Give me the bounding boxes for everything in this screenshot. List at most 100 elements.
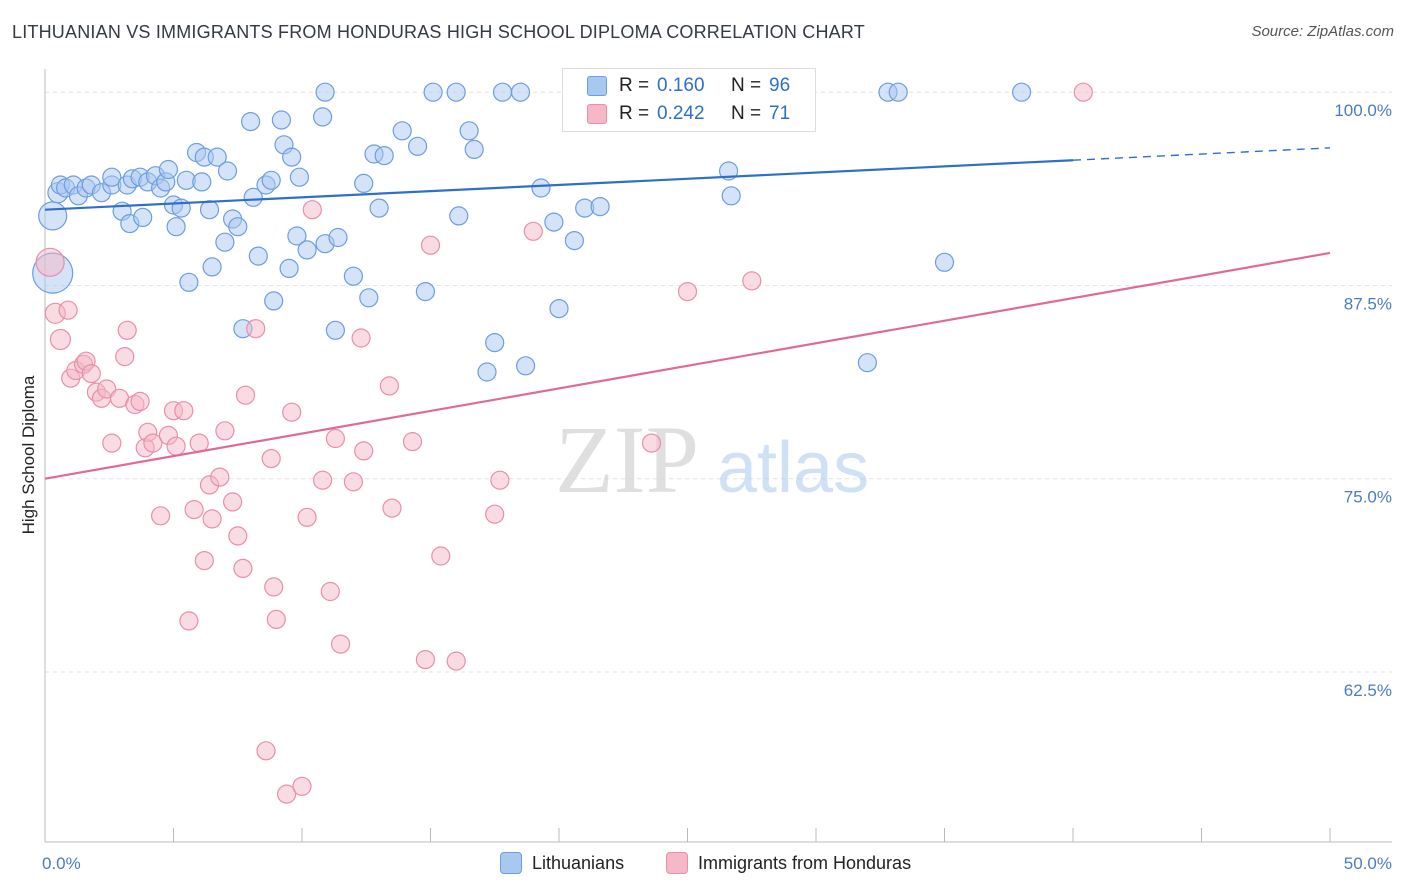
data-point bbox=[166, 217, 186, 237]
data-point bbox=[297, 507, 317, 527]
grid-lines bbox=[45, 91, 1392, 673]
data-point bbox=[174, 401, 194, 421]
data-point bbox=[248, 246, 268, 266]
data-point bbox=[264, 291, 284, 311]
data-point bbox=[331, 634, 351, 654]
data-point bbox=[888, 82, 908, 102]
series-lithuanians bbox=[32, 82, 1032, 382]
y-tick-label: 100.0% bbox=[1334, 101, 1392, 120]
data-point bbox=[117, 320, 137, 340]
data-point bbox=[102, 167, 122, 187]
data-point bbox=[420, 235, 441, 255]
data-point bbox=[549, 299, 569, 319]
data-point bbox=[343, 472, 363, 492]
data-point bbox=[133, 207, 153, 227]
y-axis-label: High School Diploma bbox=[19, 375, 38, 534]
data-point bbox=[485, 333, 505, 353]
data-point bbox=[228, 217, 248, 237]
data-point bbox=[515, 356, 536, 376]
data-point bbox=[115, 347, 135, 367]
trend-lines bbox=[44, 147, 1331, 480]
data-point bbox=[490, 470, 510, 490]
legend-r-label: R = bbox=[619, 75, 655, 96]
data-point bbox=[49, 328, 72, 351]
data-point bbox=[192, 172, 212, 192]
data-point bbox=[202, 257, 222, 277]
data-point bbox=[102, 433, 122, 453]
data-point bbox=[1073, 82, 1093, 102]
trend-line bbox=[44, 251, 1331, 480]
legend-swatch-lithuanians bbox=[500, 852, 522, 874]
data-point bbox=[351, 328, 371, 348]
y-tick-label: 75.0% bbox=[1344, 488, 1392, 507]
series-honduras bbox=[35, 82, 1093, 804]
data-point bbox=[415, 649, 435, 670]
data-point bbox=[166, 436, 186, 456]
data-point bbox=[1011, 82, 1032, 102]
data-point bbox=[246, 319, 266, 339]
data-point bbox=[158, 159, 178, 180]
legend-n-value: 96 bbox=[769, 75, 791, 96]
data-point bbox=[354, 173, 374, 193]
series-legend: Lithuanians Immigrants from Honduras bbox=[0, 852, 1406, 876]
data-point bbox=[264, 577, 284, 597]
data-point bbox=[256, 741, 276, 761]
data-point bbox=[35, 247, 65, 277]
watermark-atlas: atlas bbox=[717, 428, 869, 508]
data-point bbox=[282, 402, 302, 422]
legend-n-value: 71 bbox=[769, 103, 791, 124]
data-point bbox=[217, 161, 238, 181]
data-point bbox=[130, 391, 150, 411]
data-point bbox=[325, 428, 345, 449]
data-point bbox=[184, 500, 204, 520]
data-point bbox=[194, 550, 214, 571]
y-tick-label: 62.5% bbox=[1344, 681, 1392, 700]
legend-item-honduras[interactable]: Immigrants from Honduras bbox=[666, 852, 911, 874]
data-point bbox=[210, 467, 230, 487]
data-point bbox=[287, 226, 307, 246]
data-point bbox=[243, 187, 263, 207]
data-point bbox=[143, 433, 163, 453]
data-point bbox=[392, 121, 412, 141]
legend-item-lithuanians[interactable]: Lithuanians bbox=[500, 852, 624, 874]
data-point bbox=[379, 376, 399, 396]
legend-swatch-lithuanians bbox=[587, 76, 607, 96]
data-point bbox=[313, 470, 333, 490]
data-point bbox=[374, 146, 394, 166]
data-point bbox=[271, 110, 291, 130]
data-point bbox=[523, 221, 543, 241]
data-point bbox=[223, 492, 243, 512]
data-point bbox=[446, 651, 466, 671]
data-point bbox=[431, 546, 451, 566]
data-point bbox=[446, 82, 466, 102]
legend-swatch-honduras bbox=[587, 104, 607, 124]
data-point bbox=[544, 212, 564, 232]
data-point bbox=[38, 201, 68, 231]
data-point bbox=[289, 167, 309, 187]
data-point bbox=[215, 232, 235, 252]
data-point bbox=[58, 300, 78, 320]
data-point bbox=[179, 611, 199, 631]
data-point bbox=[202, 509, 222, 529]
data-point bbox=[261, 170, 281, 190]
data-point bbox=[241, 111, 261, 132]
legend-n-label: N = bbox=[731, 75, 767, 96]
data-point bbox=[464, 139, 484, 159]
stats-legend: R = 0.160 N = 96 R = 0.242 N = 71 bbox=[562, 68, 816, 132]
data-point bbox=[354, 441, 374, 461]
data-point bbox=[423, 82, 443, 102]
data-point bbox=[179, 272, 199, 292]
data-point bbox=[564, 231, 585, 251]
trend-line-extension bbox=[1072, 147, 1331, 161]
chart-title: LITHUANIAN VS IMMIGRANTS FROM HONDURAS H… bbox=[12, 22, 865, 42]
data-point bbox=[228, 526, 248, 546]
source-label: Source: ZipAtlas.com bbox=[1251, 23, 1394, 40]
data-point bbox=[302, 200, 322, 220]
data-point bbox=[415, 282, 435, 302]
data-point bbox=[235, 385, 256, 405]
data-point bbox=[328, 227, 348, 248]
data-point bbox=[531, 178, 551, 198]
data-point bbox=[320, 581, 340, 602]
data-point bbox=[261, 449, 281, 469]
data-point bbox=[81, 364, 101, 384]
